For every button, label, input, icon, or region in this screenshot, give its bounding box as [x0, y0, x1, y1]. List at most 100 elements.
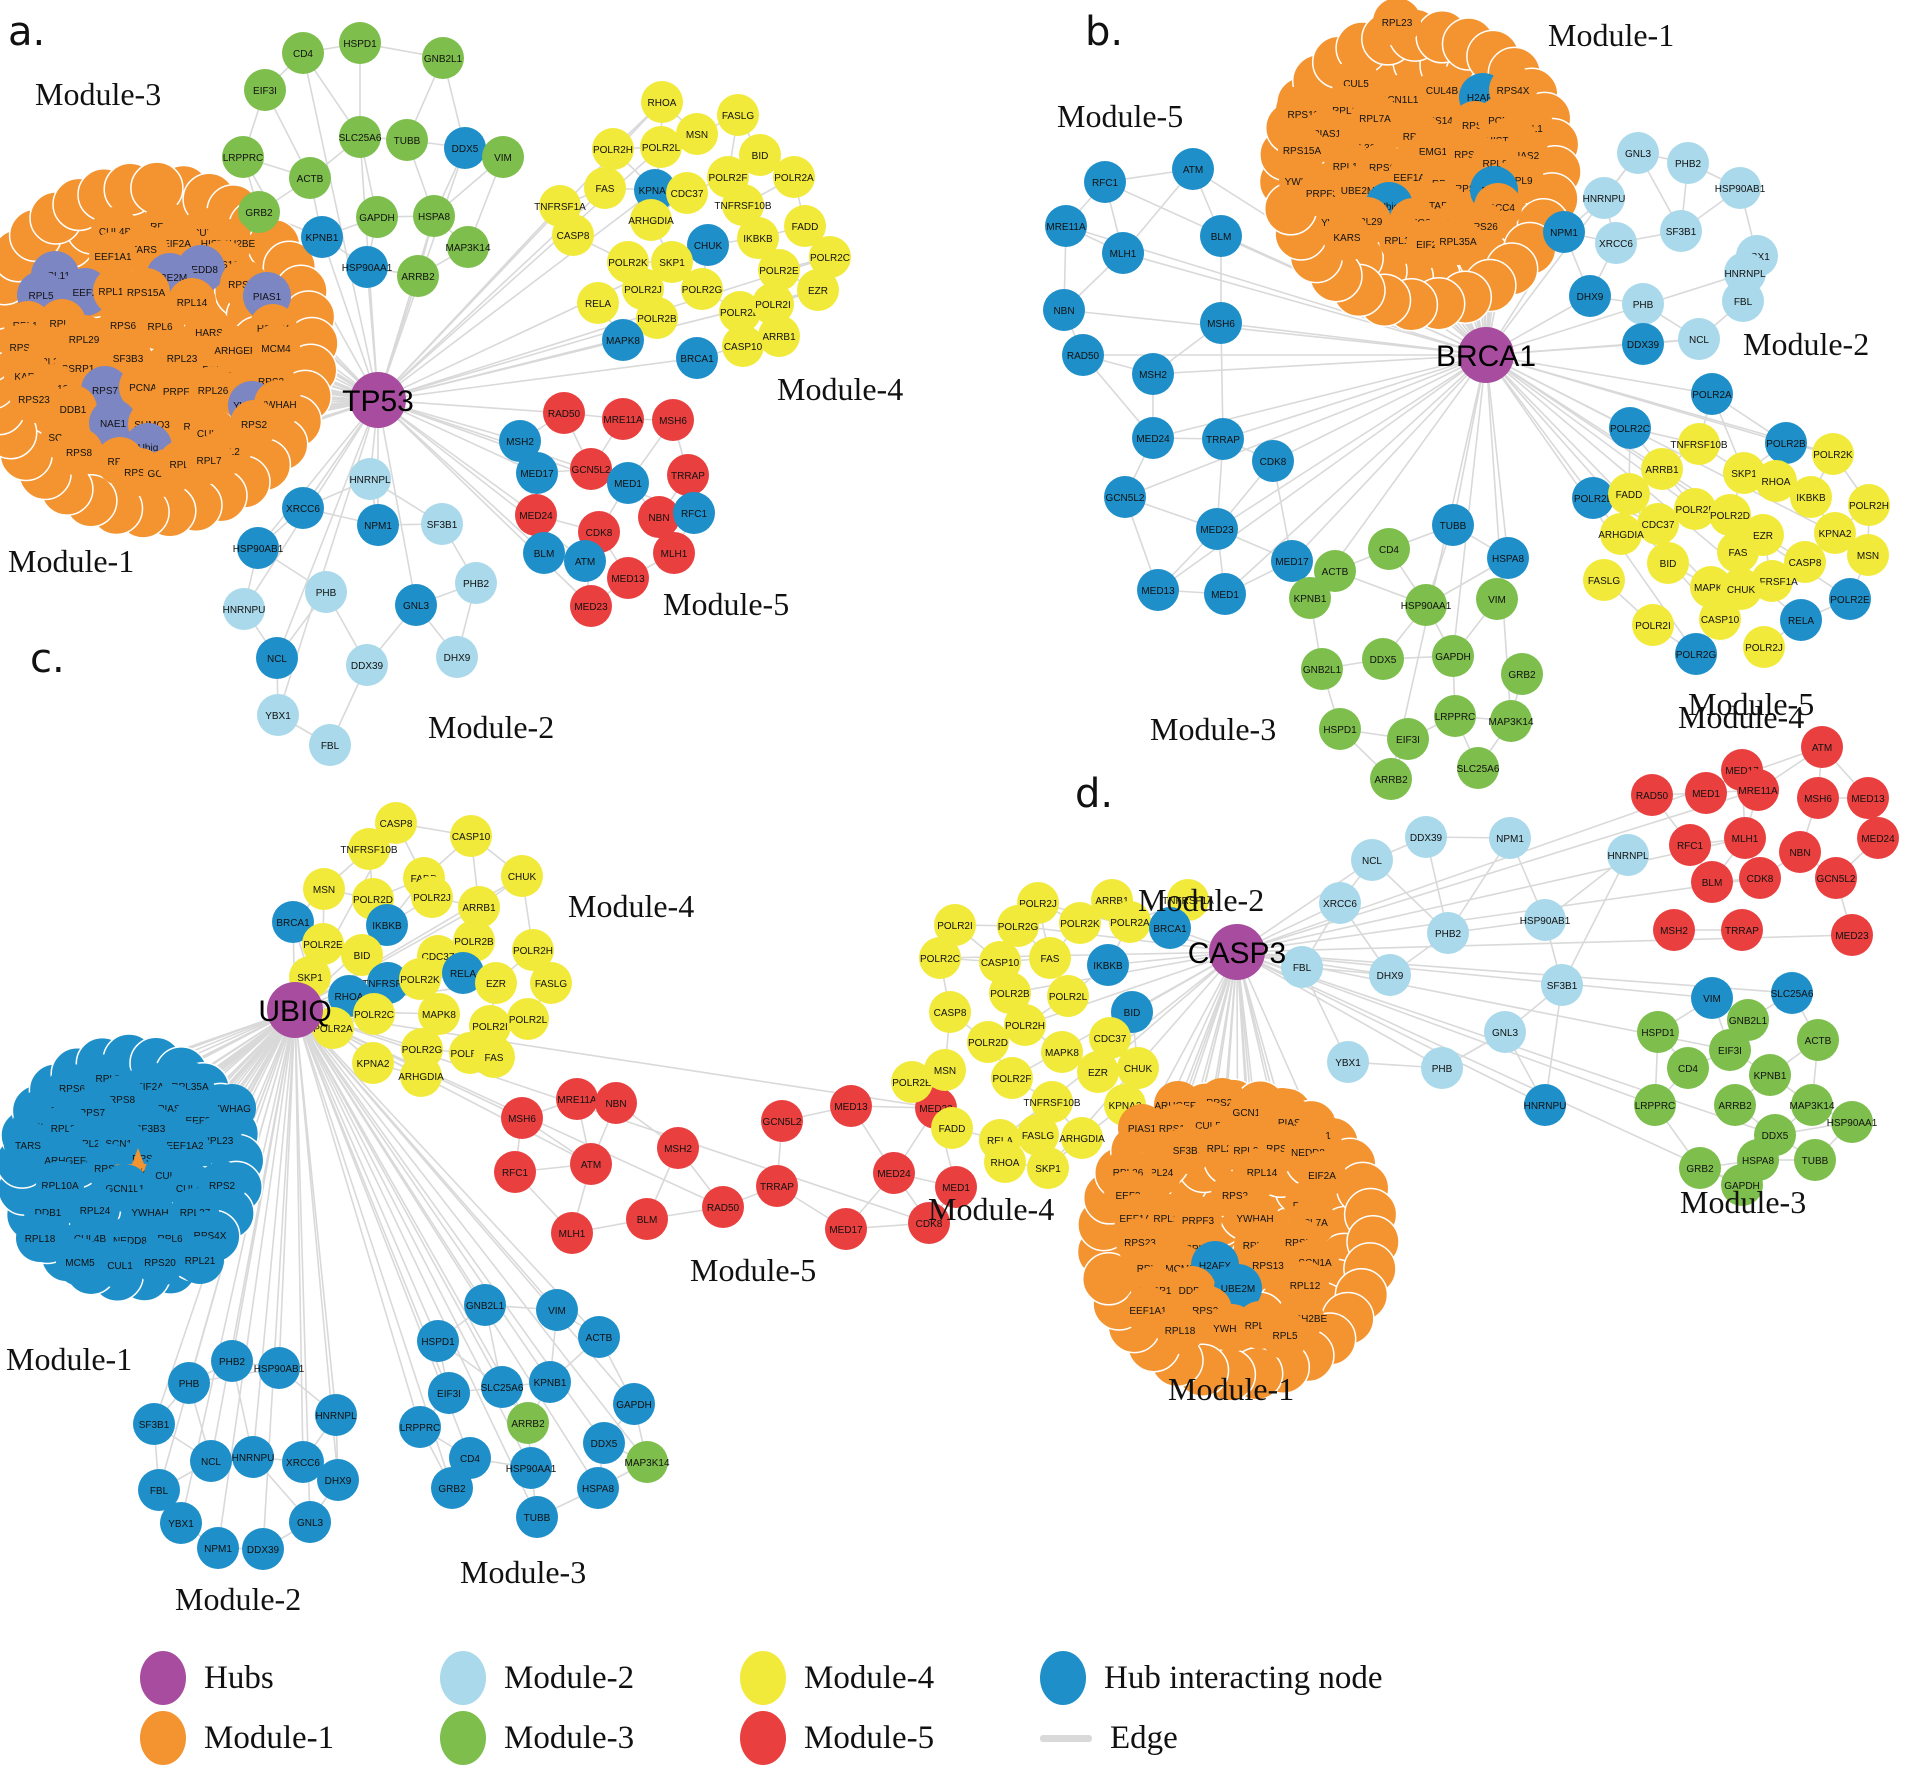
node-XRCC6[interactable]	[282, 1441, 324, 1483]
node-PCNA[interactable]	[119, 363, 167, 411]
node-MAPK8[interactable]	[418, 993, 460, 1035]
node-DHX9[interactable]	[436, 636, 478, 678]
node-FASLG[interactable]	[717, 94, 759, 136]
node-CDC37[interactable]	[1089, 1017, 1131, 1059]
node-IKBKB[interactable]	[1087, 944, 1129, 986]
hub-node-CASP3[interactable]	[1209, 924, 1265, 980]
node-HSP90AB1[interactable]	[258, 1347, 300, 1389]
node-POLR2F[interactable]	[991, 1057, 1033, 1099]
node-POLR2C[interactable]	[1609, 407, 1651, 449]
node-ATM[interactable]	[570, 1143, 612, 1185]
node-DHX9[interactable]	[1569, 275, 1611, 317]
node-DDX39[interactable]	[1622, 323, 1664, 365]
node-HNRNPL[interactable]	[349, 458, 391, 500]
node-VIM[interactable]	[482, 136, 524, 178]
node-ARRB2[interactable]	[397, 255, 439, 297]
node-HSP90AB1[interactable]	[237, 527, 279, 569]
node-LRPPRC[interactable]	[399, 1406, 441, 1448]
node-RPS20[interactable]	[136, 1238, 184, 1286]
node-POLR2A[interactable]	[1109, 901, 1151, 943]
node-EZR[interactable]	[475, 962, 517, 1004]
node-ARRB2[interactable]	[507, 1402, 549, 1444]
node-TARS[interactable]	[4, 1121, 52, 1169]
node-EZR[interactable]	[1077, 1051, 1119, 1093]
hub-node-BRCA1[interactable]	[1458, 327, 1514, 383]
node-MSN[interactable]	[1847, 534, 1889, 576]
node-BRCA1[interactable]	[272, 901, 314, 943]
node-CDC37[interactable]	[666, 172, 708, 214]
node-MSH2[interactable]	[657, 1127, 699, 1169]
node-BLM[interactable]	[1200, 215, 1242, 257]
node-MED17[interactable]	[825, 1208, 867, 1250]
node-MAP3K14[interactable]	[1791, 1084, 1833, 1126]
node-CASP10[interactable]	[450, 815, 492, 857]
node-HSP90AA1[interactable]	[346, 246, 388, 288]
node-TRRAP[interactable]	[667, 454, 709, 496]
node-TNFRSF10B[interactable]	[1678, 423, 1720, 465]
node-MSH2[interactable]	[1132, 353, 1174, 395]
node-POLR2E[interactable]	[302, 923, 344, 965]
node-BID[interactable]	[1647, 542, 1689, 584]
node-MSN[interactable]	[924, 1049, 966, 1091]
node-KPNA2[interactable]	[352, 1042, 394, 1084]
node-POLR2G[interactable]	[1675, 633, 1717, 675]
node-MED24[interactable]	[1132, 417, 1174, 459]
node-TNFRSF10B[interactable]	[1031, 1081, 1073, 1123]
node-POLR2E[interactable]	[758, 249, 800, 291]
node-RPL7[interactable]	[185, 436, 233, 484]
node-DDX5[interactable]	[583, 1422, 625, 1464]
node-TUBB[interactable]	[1794, 1139, 1836, 1181]
node-BID[interactable]	[341, 934, 383, 976]
node-MED13[interactable]	[830, 1085, 872, 1127]
node-RHOA[interactable]	[641, 81, 683, 123]
node-POLR2I[interactable]	[1632, 604, 1674, 646]
node-POLR2H[interactable]	[1848, 484, 1890, 526]
node-MRE11A[interactable]	[1045, 205, 1087, 247]
node-CASP10[interactable]	[722, 325, 764, 367]
node-MRE11A[interactable]	[556, 1078, 598, 1120]
node-MRE11A[interactable]	[1737, 769, 1779, 811]
node-RELA[interactable]	[577, 282, 619, 324]
node-CDK8[interactable]	[1739, 857, 1781, 899]
node-MED24[interactable]	[515, 494, 557, 536]
node-LRPPRC[interactable]	[222, 136, 264, 178]
node-SF3B1[interactable]	[1541, 964, 1583, 1006]
node-RAD50[interactable]	[1631, 774, 1673, 816]
node-POLR2A[interactable]	[773, 156, 815, 198]
node-DHX9[interactable]	[1369, 954, 1411, 996]
node-GCN5L2[interactable]	[1104, 476, 1146, 518]
node-VIM[interactable]	[536, 1289, 578, 1331]
node-NCL[interactable]	[190, 1440, 232, 1482]
node-GNL3[interactable]	[1484, 1011, 1526, 1053]
node-SLC25A6[interactable]	[1457, 747, 1499, 789]
node-IKBKB[interactable]	[366, 904, 408, 946]
node-SLC25A6[interactable]	[1771, 972, 1813, 1014]
node-TUBB[interactable]	[386, 119, 428, 161]
node-MLH1[interactable]	[653, 532, 695, 574]
node-POLR2I[interactable]	[752, 283, 794, 325]
node-EIF3I[interactable]	[244, 69, 286, 111]
node-RPL18[interactable]	[16, 1214, 64, 1262]
node-POLR2J[interactable]	[1743, 626, 1785, 668]
node-MED24[interactable]	[873, 1152, 915, 1194]
node-POLR2K[interactable]	[399, 958, 441, 1000]
node-GNB2L1[interactable]	[1301, 648, 1343, 690]
node-GRB2[interactable]	[1501, 653, 1543, 695]
node-GAPDH[interactable]	[1721, 1164, 1763, 1206]
node-DDX39[interactable]	[1405, 816, 1447, 858]
node-FBL[interactable]	[1281, 946, 1323, 988]
node-BRCA1[interactable]	[1149, 907, 1191, 949]
node-CD4[interactable]	[282, 32, 324, 74]
node-MED13[interactable]	[1847, 777, 1889, 819]
node-SLC25A6[interactable]	[339, 116, 381, 158]
node-POLR2H[interactable]	[512, 929, 554, 971]
node-POLR2E[interactable]	[1829, 578, 1871, 620]
node-RPL5[interactable]	[1261, 1311, 1309, 1359]
node-MED13[interactable]	[1137, 569, 1179, 611]
node-KPNB1[interactable]	[1289, 577, 1331, 619]
node-CASP8[interactable]	[552, 214, 594, 256]
node-PHB[interactable]	[305, 571, 347, 613]
node-POLR2I[interactable]	[934, 904, 976, 946]
node-SF3B1[interactable]	[421, 503, 463, 545]
node-NPM1[interactable]	[357, 504, 399, 546]
